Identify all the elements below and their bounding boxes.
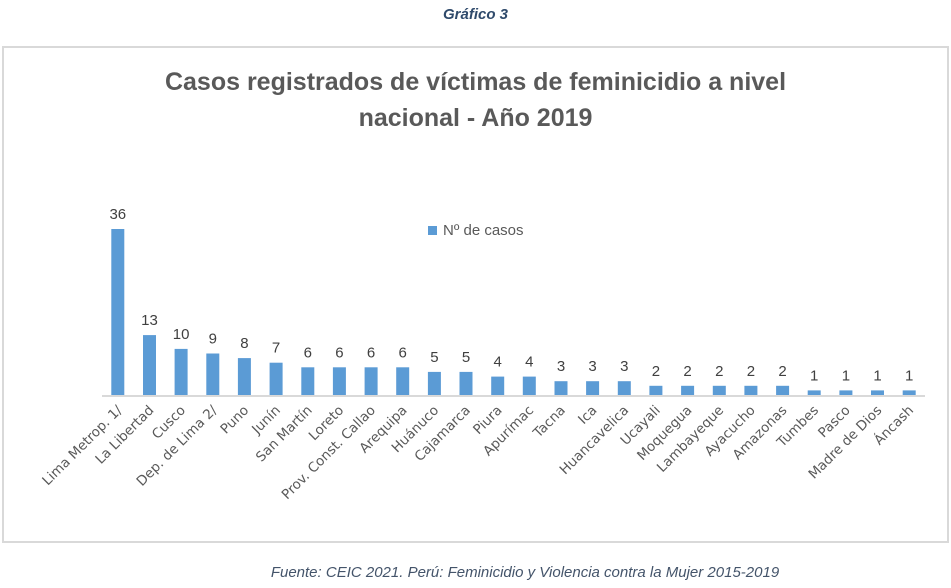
x-tick-label-14: Tacna [530,403,569,442]
data-label-11: 5 [462,349,470,366]
bar-15 [586,381,600,395]
bar-2 [174,348,188,395]
data-label-19: 2 [715,363,723,380]
bar-19 [712,385,726,395]
data-label-22: 1 [810,367,818,384]
data-label-1: 13 [141,312,158,329]
data-label-10: 5 [430,349,438,366]
bar-20 [744,385,758,395]
data-label-7: 6 [335,344,343,361]
bar-3 [206,353,220,395]
data-label-20: 2 [747,363,755,380]
data-label-16: 3 [620,358,628,375]
data-label-24: 1 [873,367,881,384]
data-label-0: 36 [109,206,126,223]
x-tick-label-15: Ica [575,403,600,428]
data-label-14: 3 [557,358,565,375]
chart-title: Casos registrados de víctimas de feminic… [0,64,951,136]
bar-9 [396,367,410,395]
data-label-13: 4 [525,354,533,371]
x-tick-label-4: Puno [217,403,252,438]
data-label-25: 1 [905,367,913,384]
bar-23 [839,390,853,395]
bar-21 [776,385,790,395]
source-note: Fuente: CEIC 2021. Perú: Feminicidio y V… [270,564,780,581]
bar-7 [332,367,346,395]
data-label-12: 4 [494,354,502,371]
bar-8 [364,367,378,395]
bar-12 [491,376,505,395]
data-label-3: 9 [209,331,217,348]
bar-22 [807,390,821,395]
data-label-5: 7 [272,340,280,357]
data-label-4: 8 [240,335,248,352]
data-label-2: 10 [173,326,190,343]
data-label-15: 3 [588,358,596,375]
chart-frame [2,46,949,543]
bar-25 [902,390,916,395]
bar-1 [143,335,156,395]
data-label-21: 2 [778,363,786,380]
bar-16 [617,381,631,395]
bars-group [111,229,916,395]
legend-label: Nº de casos [443,222,524,239]
bar-0 [111,229,125,395]
chart-legend: Nº de casos [428,222,524,239]
bar-4 [237,358,251,395]
chart-title-line-1: Casos registrados de víctimas de feminic… [164,68,787,96]
legend-swatch [428,226,437,235]
bar-13 [522,376,536,395]
data-label-6: 6 [304,344,312,361]
data-label-23: 1 [842,367,850,384]
bar-18 [681,385,695,395]
bar-10 [427,371,441,395]
bar-6 [301,367,315,395]
bar-11 [459,371,473,395]
data-label-8: 6 [367,344,375,361]
data-labels-group: 36 13 10 9 8 7 6 6 6 6 5 5 4 4 3 3 3 2 2 2 2 2 1 1 1 1 [109,206,913,384]
bar-17 [649,385,663,395]
bar-24 [871,390,884,395]
data-label-17: 2 [652,363,660,380]
bar-5 [269,362,283,395]
figure-caption: Gráfico 3 [442,6,509,23]
chart-title-line-2: nacional - Año 2019 [358,104,593,132]
data-label-9: 6 [399,344,407,361]
bar-14 [554,381,568,395]
data-label-18: 2 [683,363,691,380]
